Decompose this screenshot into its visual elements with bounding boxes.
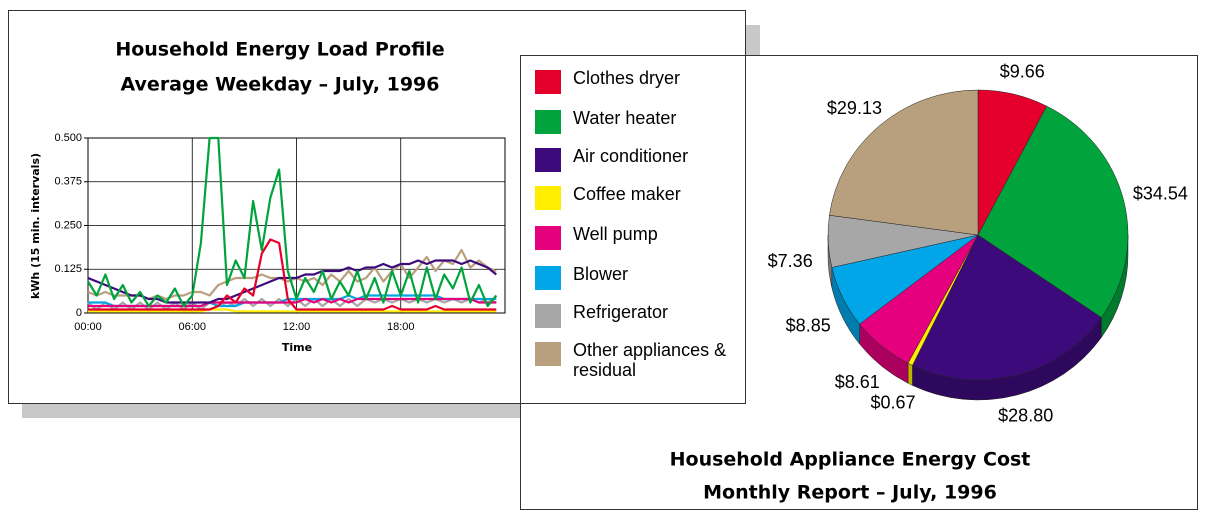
line-series bbox=[87, 259, 497, 304]
pie-slice bbox=[912, 234, 1102, 381]
legend-label: Refrigerator bbox=[573, 302, 669, 322]
y-tick-label: 0.500 bbox=[54, 132, 82, 144]
y-tick-label: 0 bbox=[76, 307, 82, 319]
x-tick-label: 00:00 bbox=[74, 321, 102, 333]
legend-item: Refrigerator bbox=[533, 302, 743, 328]
y-tick-label: 0.375 bbox=[54, 176, 82, 188]
data-label: $28.80 bbox=[998, 405, 1053, 425]
data-label: $29.13 bbox=[827, 98, 882, 118]
legend-swatch bbox=[535, 226, 561, 250]
legend-item: Air conditioner bbox=[533, 146, 743, 172]
line-series bbox=[88, 238, 497, 311]
legend-item: Water heater bbox=[533, 108, 743, 134]
legend-label: Water heater bbox=[573, 108, 677, 128]
legend-swatch bbox=[535, 70, 561, 94]
chart-subtitle: Monthly Report – July, 1996 bbox=[703, 482, 997, 504]
line-series bbox=[87, 136, 498, 308]
line-series bbox=[88, 297, 497, 308]
chart-subtitle: Average Weekday – July, 1996 bbox=[121, 74, 440, 96]
legend-label: Other appliances & residual bbox=[573, 340, 727, 380]
x-tick-label: 18:00 bbox=[387, 321, 415, 333]
legend-swatch bbox=[535, 342, 561, 366]
legend-swatch bbox=[535, 186, 561, 210]
legend-item: Blower bbox=[533, 264, 743, 290]
line-series bbox=[88, 308, 497, 313]
legend-item: Well pump bbox=[533, 224, 743, 250]
legend-item: Coffee maker bbox=[533, 184, 743, 210]
data-label: $0.67 bbox=[871, 393, 916, 413]
pie-slice bbox=[977, 105, 1129, 318]
x-axis-label: Time bbox=[282, 341, 312, 354]
legend-item: Other appliances & residual bbox=[533, 340, 743, 380]
x-tick-label: 06:00 bbox=[178, 321, 206, 333]
pie-slice bbox=[829, 89, 979, 236]
data-label: $34.54 bbox=[1133, 183, 1188, 203]
data-label: $8.85 bbox=[786, 315, 831, 335]
chart-title: Household Appliance Energy Cost bbox=[670, 449, 1031, 471]
legend-swatch bbox=[535, 148, 561, 172]
data-label: $9.66 bbox=[1000, 61, 1045, 81]
legend-swatch bbox=[535, 304, 561, 328]
line-plot: 0 0.125 0.250 0.375 0.500 00:00 06:00 12:00 18:0… bbox=[54, 132, 506, 333]
x-tick-label: 12:00 bbox=[283, 321, 311, 333]
y-tick-label: 0.125 bbox=[54, 263, 82, 275]
y-axis-label: kWh (15 min. intervals) bbox=[29, 153, 42, 299]
legend-item: Clothes dryer bbox=[533, 68, 743, 94]
chart-title: Household Energy Load Profile bbox=[115, 39, 444, 61]
legend-label: Blower bbox=[573, 264, 629, 284]
legend-label: Air conditioner bbox=[573, 146, 689, 166]
pie-plot: $9.66 $34.54 $28.80 $0.67$8.61 $8.85 $7.36 $29… bbox=[768, 61, 1188, 425]
legend-label: Coffee maker bbox=[573, 184, 681, 204]
legend-swatch bbox=[535, 266, 561, 290]
legend-swatch bbox=[535, 110, 561, 134]
data-label: $8.61 bbox=[835, 372, 880, 392]
legend-label: Well pump bbox=[573, 224, 658, 244]
y-tick-label: 0.250 bbox=[54, 219, 82, 231]
legend-label: Clothes dryer bbox=[573, 68, 681, 88]
data-label: $7.36 bbox=[768, 251, 813, 271]
pie-slice-side bbox=[907, 362, 913, 386]
